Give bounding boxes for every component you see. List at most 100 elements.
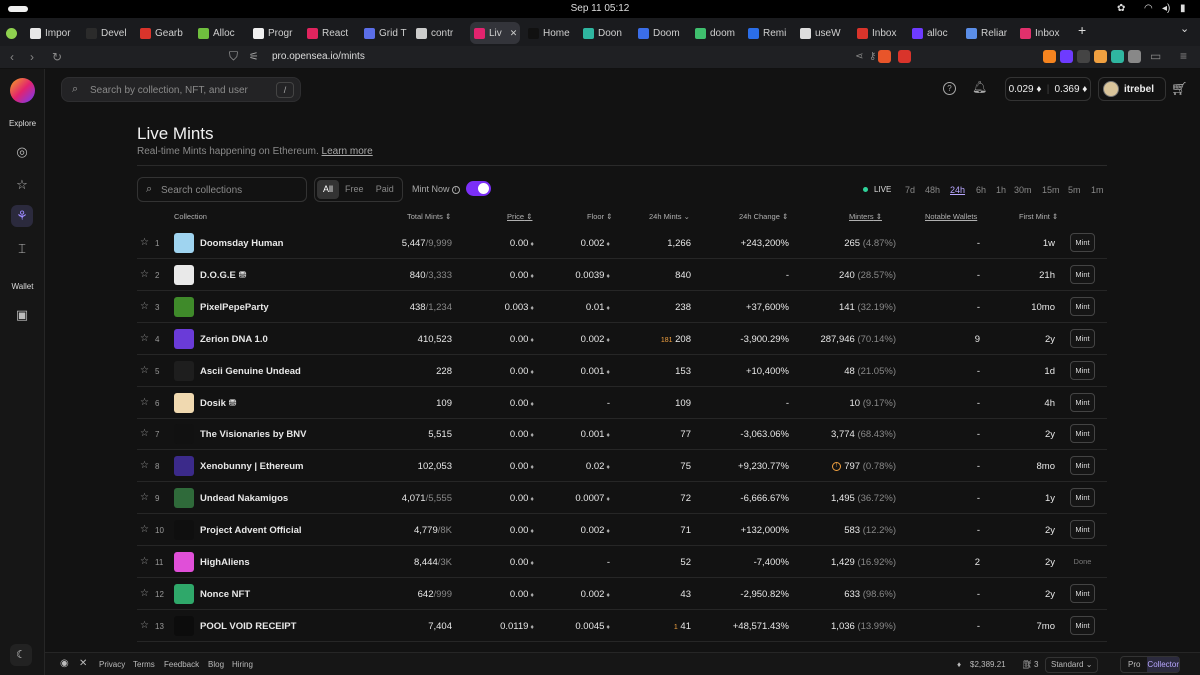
- browser-tab[interactable]: Liv ✕: [470, 22, 520, 44]
- share-icon[interactable]: ⋖: [855, 51, 864, 62]
- favorite-star-icon[interactable]: ☆: [140, 428, 149, 440]
- learn-more-link[interactable]: Learn more: [321, 146, 373, 157]
- mint-button[interactable]: Mint: [1070, 392, 1095, 412]
- col-notable-wallets[interactable]: Notable Wallets: [925, 212, 978, 221]
- wifi-icon[interactable]: ◠: [1144, 3, 1153, 14]
- browser-tab[interactable]: Doon: [583, 22, 633, 44]
- table-row[interactable]: ☆ 8 Xenobunny | Ethereum 102,053 0.00 ♦ 0.02 ♦ 7…: [137, 450, 1107, 483]
- timeframe-5m[interactable]: 5m: [1068, 185, 1081, 195]
- extension-icon[interactable]: [1060, 50, 1073, 63]
- collection-name[interactable]: PixelPepeParty: [200, 301, 269, 313]
- col-24h-change[interactable]: 24h Change ⇕: [739, 212, 789, 221]
- browser-tab[interactable]: contr: [416, 22, 466, 44]
- browser-tab[interactable]: Gearb: [140, 22, 190, 44]
- collection-name[interactable]: Zerion DNA 1.0: [200, 333, 268, 345]
- help-icon[interactable]: ?: [943, 82, 956, 95]
- timeframe-6h[interactable]: 6h: [976, 185, 987, 195]
- opensea-pro-logo[interactable]: [10, 78, 35, 103]
- system-clock[interactable]: Sep 11 05:12: [570, 3, 630, 14]
- browser-tab[interactable]: Home: [528, 22, 578, 44]
- tab-list-icon[interactable]: ⌄: [1180, 23, 1190, 35]
- pro-option[interactable]: Pro: [1127, 660, 1141, 669]
- table-row[interactable]: ☆ 2 D.O.G.E ⛃ 840/3,333 0.00 ♦ 0.0039 ♦ 840-240 …: [137, 259, 1107, 291]
- timeframe-48h[interactable]: 48h: [925, 185, 941, 195]
- mint-button[interactable]: Mint: [1070, 264, 1095, 284]
- filter-all[interactable]: All: [317, 180, 339, 199]
- col-24h-mints[interactable]: 24h Mints ⌄: [649, 212, 690, 221]
- table-row[interactable]: ☆ 12 Nonce NFT 642/999 0.00 ♦ 0.002 ♦ 43 -2,950.8…: [137, 578, 1107, 610]
- timeframe-7d[interactable]: 7d: [905, 185, 916, 195]
- filter-paid[interactable]: Paid: [375, 184, 394, 194]
- mode-select[interactable]: Standard ⌄: [1045, 657, 1099, 673]
- footer-blog[interactable]: Blog: [208, 660, 225, 669]
- favorite-star-icon[interactable]: ☆: [140, 300, 149, 312]
- timeframe-1h[interactable]: 1h: [996, 185, 1007, 195]
- favorite-star-icon[interactable]: ☆: [140, 396, 149, 408]
- browser-tab[interactable]: Devel: [86, 22, 136, 44]
- discord-icon[interactable]: ◉: [60, 658, 69, 669]
- site-info-icon[interactable]: ⚟: [249, 51, 259, 63]
- table-row[interactable]: ☆ 4 Zerion DNA 1.0 410,523 0.00 ♦ 0.002 ♦ 181 20…: [137, 323, 1107, 355]
- back-icon[interactable]: ‹: [10, 50, 14, 64]
- col-first-mint[interactable]: First Mint ⇕: [1019, 212, 1059, 221]
- mint-button[interactable]: Mint: [1070, 615, 1095, 635]
- collection-name[interactable]: POOL VOID RECEIPT: [200, 620, 297, 632]
- collection-name[interactable]: D.O.G.E ⛃: [200, 269, 247, 281]
- metamask-icon[interactable]: [1043, 50, 1056, 63]
- extension-green-icon[interactable]: [1111, 50, 1124, 63]
- collection-name[interactable]: Xenobunny | Ethereum: [200, 461, 304, 473]
- favorite-star-icon[interactable]: ☆: [140, 619, 149, 631]
- browser-tab[interactable]: useW: [800, 22, 850, 44]
- table-row[interactable]: ☆ 13 POOL VOID RECEIPT 7,404 0.0119 ♦ 0.0045 ♦ 1…: [137, 610, 1107, 642]
- mint-button[interactable]: Mint: [1070, 583, 1095, 603]
- compass-icon[interactable]: ◎: [16, 144, 28, 159]
- footer-feedback[interactable]: Feedback: [164, 660, 200, 669]
- favorite-star-icon[interactable]: ☆: [140, 364, 149, 376]
- app-indicator-icon[interactable]: ✿: [1117, 3, 1126, 14]
- mint-button[interactable]: Mint: [1070, 488, 1095, 508]
- collection-name[interactable]: Ascii Genuine Undead: [200, 365, 301, 377]
- browser-tab[interactable]: Impor: [30, 22, 80, 44]
- info-icon[interactable]: i: [451, 185, 460, 194]
- col-floor[interactable]: Floor ⇕: [587, 212, 613, 221]
- mint-now-toggle[interactable]: [466, 181, 491, 196]
- timeframe-15m[interactable]: 15m: [1042, 185, 1060, 195]
- table-row[interactable]: ☆ 9 Undead Nakamigos 4,071/5,555 0.00 ♦ 0.0007…: [137, 482, 1107, 515]
- browser-tab[interactable]: Alloc: [198, 22, 248, 44]
- favorite-star-icon[interactable]: ☆: [140, 460, 149, 472]
- favorite-star-icon[interactable]: ☆: [140, 237, 149, 248]
- favorite-star-icon[interactable]: ☆: [140, 332, 149, 344]
- footer-terms[interactable]: Terms: [133, 660, 155, 669]
- brave-shield-icon[interactable]: [878, 50, 891, 63]
- volume-icon[interactable]: ◂): [1162, 3, 1171, 14]
- extension-star-icon[interactable]: [1094, 50, 1107, 63]
- mint-button[interactable]: Mint: [1070, 456, 1095, 476]
- extensions-puzzle-icon[interactable]: [1128, 50, 1141, 63]
- favorite-star-icon[interactable]: ☆: [140, 524, 149, 536]
- notable-wallets[interactable]: 9: [974, 333, 980, 345]
- mint-button[interactable]: Mint: [1070, 233, 1095, 252]
- mint-button[interactable]: Mint: [1070, 328, 1095, 348]
- footer-hiring[interactable]: Hiring: [232, 660, 253, 669]
- col-minters[interactable]: Minters ⇕: [849, 212, 882, 221]
- mint-button[interactable]: Mint: [1070, 424, 1095, 444]
- mint-button[interactable]: Mint: [1070, 360, 1095, 380]
- table-row[interactable]: ☆ 11 HighAliens 8,444/3K 0.00 ♦ - 52 -7,400% 1,42…: [137, 546, 1107, 578]
- browser-tab[interactable]: Inbox: [857, 22, 907, 44]
- url-field[interactable]: pro.opensea.io/mints: [272, 51, 365, 62]
- table-row[interactable]: ☆ 6 Dosik ⛃ 109 0.00 ♦ - 109 - 10 (9.17%) - 4h Mint: [137, 387, 1107, 419]
- col-price[interactable]: Price ⇕: [507, 212, 533, 221]
- mint-button[interactable]: Mint: [1070, 520, 1095, 540]
- theme-toggle-icon[interactable]: ☾: [10, 644, 32, 666]
- collector-option[interactable]: Collector: [1147, 657, 1179, 672]
- browser-tab[interactable]: Progr: [253, 22, 303, 44]
- extension-fx-icon[interactable]: [1077, 50, 1090, 63]
- collection-name[interactable]: Doomsday Human: [200, 238, 284, 249]
- browser-tab[interactable]: doom: [695, 22, 745, 44]
- collection-name[interactable]: Project Advent Official: [200, 525, 302, 537]
- key-icon[interactable]: ⚷: [869, 51, 877, 62]
- close-tab-icon[interactable]: ✕: [509, 27, 518, 38]
- filter-free[interactable]: Free: [344, 184, 364, 194]
- browser-tab[interactable]: Doom: [638, 22, 688, 44]
- pillar-icon[interactable]: ⌶: [18, 241, 26, 256]
